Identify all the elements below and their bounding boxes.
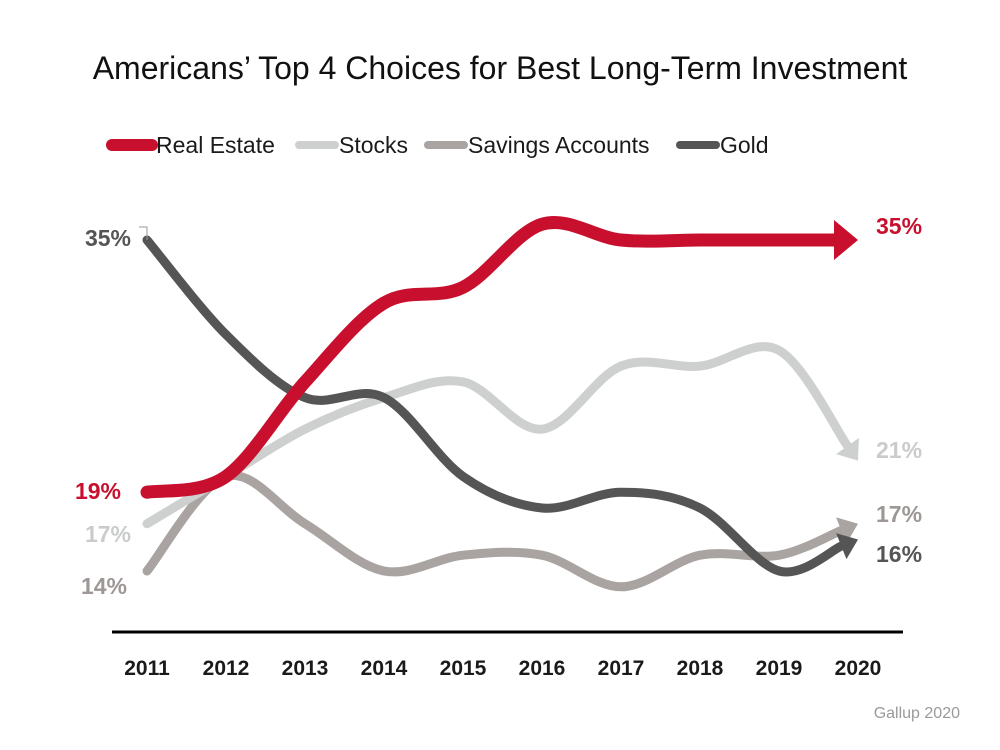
series-line-real-estate [140,216,841,499]
series-line-savings-accounts [142,470,846,592]
series-arrowhead-real-estate [834,220,858,260]
x-tick-label-2015: 2015 [440,657,487,680]
series-arrowhead-savings-accounts [836,517,858,544]
gold-label-leader [139,226,148,240]
x-tick-label-2017: 2017 [598,657,645,680]
x-tick-label-2016: 2016 [519,657,566,680]
start-label-real-estate: 19% [75,478,121,504]
x-tick-label-2012: 2012 [203,657,250,680]
legend-label-stocks: Stocks [339,132,408,158]
start-label-stocks: 17% [85,521,131,547]
x-tick-label-2018: 2018 [677,657,724,680]
end-label-savings-accounts: 17% [876,501,922,527]
legend-label-gold: Gold [720,132,769,158]
chart-title: Americans’ Top 4 Choices for Best Long-T… [92,50,908,86]
end-labels: 19% 35% 17% 21% 14% 17% 35% 16% [75,213,922,599]
end-label-stocks: 21% [876,437,922,463]
end-label-gold: 16% [876,541,922,567]
legend: Real Estate Stocks Savings Accounts Gold [106,132,769,158]
legend-label-real-estate: Real Estate [156,132,275,158]
start-label-gold: 35% [85,225,131,251]
series-line-stocks [142,342,852,529]
x-tick-label-2011: 2011 [124,657,170,680]
end-label-real-estate: 35% [876,213,922,239]
series-arrowhead-gold [836,533,858,560]
x-tick-label-2020: 2020 [835,657,882,680]
start-label-savings-accounts: 14% [81,573,127,599]
series-line-gold [142,235,846,577]
x-tick-labels: 2011 2012 2013 2014 2015 2016 2017 2018 2019 2020 [124,657,881,680]
x-tick-label-2013: 2013 [282,657,329,680]
x-tick-label-2019: 2019 [756,657,803,680]
series-arrowhead-stocks [836,437,859,461]
source-note: Gallup 2020 [873,705,960,722]
series-lines [140,216,859,592]
legend-label-savings-accounts: Savings Accounts [468,132,650,158]
x-tick-label-2014: 2014 [361,657,408,680]
